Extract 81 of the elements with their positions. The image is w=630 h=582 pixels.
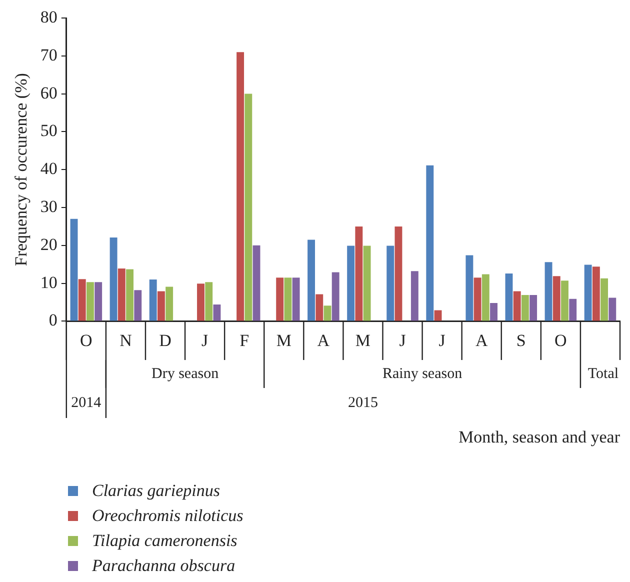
y-tick-label: 60 <box>40 83 58 102</box>
legend-label: Parachanna obscura <box>92 556 236 576</box>
bar <box>252 245 260 321</box>
legend-label: Tilapia cameronensis <box>92 530 238 550</box>
bar <box>94 282 102 321</box>
bar <box>561 280 568 321</box>
text: Rainy season <box>382 366 463 382</box>
x-tick-label: A <box>317 330 330 350</box>
bar <box>276 278 284 321</box>
y-tick-label: 70 <box>40 45 58 64</box>
bar <box>149 280 157 321</box>
bar <box>236 52 244 321</box>
bar <box>244 94 252 321</box>
x-tick-label: F <box>240 330 250 350</box>
bar <box>600 278 608 321</box>
bar <box>530 295 538 321</box>
bar <box>474 278 482 321</box>
bar <box>308 240 315 321</box>
bar <box>490 303 498 321</box>
bar <box>434 310 442 321</box>
y-tick-label: 0 <box>48 310 58 330</box>
y-axis-title: Frequency of occurence (%) <box>12 73 31 266</box>
bar <box>197 284 204 321</box>
x-tick-label: O <box>554 330 567 350</box>
bar <box>134 290 142 321</box>
legend-label: Clarias gariepinus <box>92 480 220 500</box>
bar <box>426 165 434 321</box>
y-tick-label: 40 <box>40 159 58 178</box>
bar <box>86 282 94 321</box>
bar <box>521 295 529 321</box>
x-tick-label: S <box>516 330 526 350</box>
bar <box>78 279 86 321</box>
bar <box>126 269 134 321</box>
bar <box>505 273 513 321</box>
x-tick-label: A <box>475 330 488 350</box>
bar <box>466 255 474 321</box>
bar <box>584 264 592 321</box>
x-tick-label: N <box>120 330 132 350</box>
bar <box>482 274 490 321</box>
bar <box>363 246 371 321</box>
bar <box>513 291 521 321</box>
bar <box>394 226 402 321</box>
bar <box>552 276 560 321</box>
bar <box>324 306 332 321</box>
bar <box>608 298 616 321</box>
x-tick-label: D <box>159 330 172 350</box>
text: 2014 <box>71 394 102 411</box>
x-axis-title: Month, season and year <box>458 427 620 446</box>
bar <box>410 271 418 321</box>
y-tick-label: 80 <box>40 7 58 26</box>
y-tick-label: 50 <box>40 121 58 140</box>
bar <box>592 266 600 321</box>
x-tick-label: J <box>399 330 406 350</box>
x-tick-label: M <box>276 330 292 350</box>
y-tick-label: 10 <box>40 272 58 292</box>
x-tick-label: O <box>80 330 92 350</box>
bar <box>569 298 577 321</box>
text: Dry season <box>151 366 220 382</box>
text: Total <box>588 366 619 382</box>
text: 2015 <box>348 394 378 411</box>
bar <box>544 262 552 321</box>
bar <box>284 278 292 321</box>
legend-label: Oreochromis niloticus <box>92 506 244 526</box>
x-tick-label: M <box>355 330 371 350</box>
bar <box>110 237 118 321</box>
bar <box>205 282 213 321</box>
bar <box>166 286 174 321</box>
bar <box>386 246 394 321</box>
y-tick-label: 20 <box>40 234 58 254</box>
bar <box>332 272 340 321</box>
y-tick-label: 30 <box>40 196 58 216</box>
x-tick-label: J <box>438 330 446 350</box>
x-tick-label: J <box>201 330 208 350</box>
bar <box>355 226 363 321</box>
bar <box>347 246 355 321</box>
bar <box>213 304 221 321</box>
bar <box>118 268 126 321</box>
bar <box>157 291 165 321</box>
bar <box>316 294 324 321</box>
bar <box>292 278 300 321</box>
bar <box>70 218 78 321</box>
